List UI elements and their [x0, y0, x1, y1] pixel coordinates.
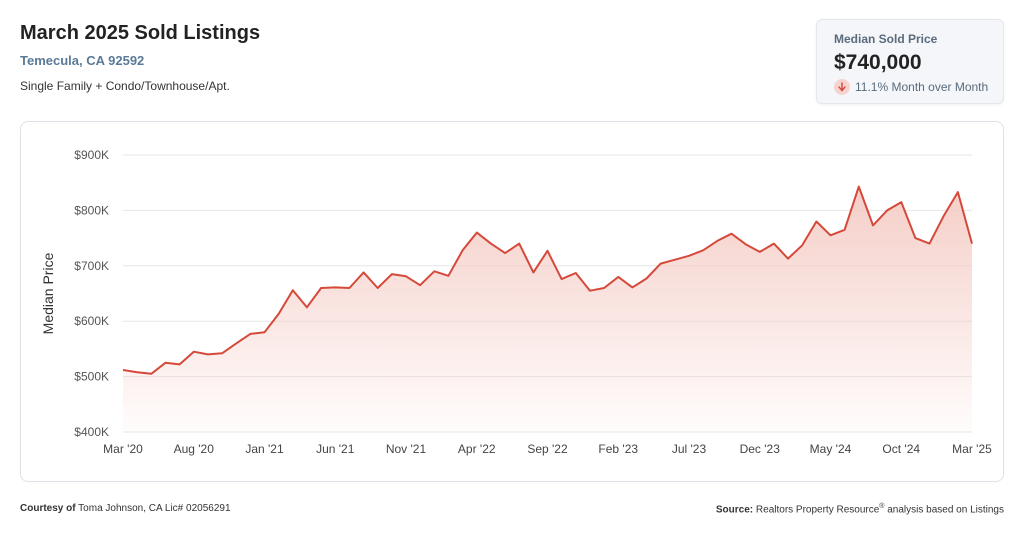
y-tick-label: $400K: [74, 425, 109, 439]
courtesy-text: Toma Johnson, CA Lic# 02056291: [78, 503, 231, 514]
stat-change: 11.1% Month over Month: [834, 79, 988, 95]
chart-panel: $400K $500K $600K $700K $800K $900K Mar '20 Aug…: [20, 121, 1004, 482]
x-tick-label: Jan '21: [245, 442, 284, 456]
source-text: Realtors Property Resource: [755, 504, 880, 516]
y-tick-label: $800K: [74, 203, 109, 217]
x-tick-label: Sep '22: [527, 442, 568, 456]
price-chart: $400K $500K $600K $700K $800K $900K Mar '20 Aug…: [40, 148, 992, 456]
series-area: [123, 186, 972, 432]
y-tick-label: $600K: [74, 314, 109, 328]
x-tick-label: Apr '22: [458, 442, 496, 456]
source-footer: Source: Realtors Property Resource® anal…: [716, 503, 1004, 515]
x-tick-label: Nov '21: [386, 442, 427, 456]
x-tick-label: Dec '23: [740, 442, 781, 456]
source-suffix: analysis based on Listings: [887, 504, 1004, 516]
x-tick-label: Oct '24: [882, 442, 920, 456]
x-tick-label: May '24: [810, 442, 852, 456]
location-label: Temecula, CA 92592: [20, 53, 145, 68]
x-tick-label: Jun '21: [316, 442, 355, 456]
stat-value: $740,000: [834, 51, 922, 74]
property-types-label: Single Family + Condo/Townhouse/Apt.: [20, 79, 230, 93]
courtesy-footer: Courtesy of Toma Johnson, CA Lic# 020562…: [20, 503, 231, 514]
x-tick-label: Feb '23: [598, 442, 638, 456]
page-title: March 2025 Sold Listings: [20, 22, 261, 44]
y-tick-label: $700K: [74, 259, 109, 273]
registered-mark: ®: [879, 503, 885, 510]
x-tick-label: Mar '25: [952, 442, 992, 456]
y-axis-label: Median Price: [40, 252, 56, 334]
arrow-down-icon: [834, 79, 850, 95]
source-label: Source:: [715, 504, 754, 516]
y-tick-label: $900K: [74, 148, 109, 162]
series-line: [122, 185, 973, 375]
x-tick-label: Mar '20: [103, 442, 143, 456]
courtesy-label: Courtesy of: [20, 503, 76, 514]
median-price-card: Median Sold Price $740,000 11.1% Month o…: [816, 19, 1004, 104]
x-tick-label: Aug '20: [174, 442, 215, 456]
stat-label: Median Sold Price: [834, 32, 938, 46]
x-tick-label: Jul '23: [672, 442, 707, 456]
y-tick-label: $500K: [74, 370, 109, 384]
stat-change-text: 11.1% Month over Month: [855, 80, 989, 94]
